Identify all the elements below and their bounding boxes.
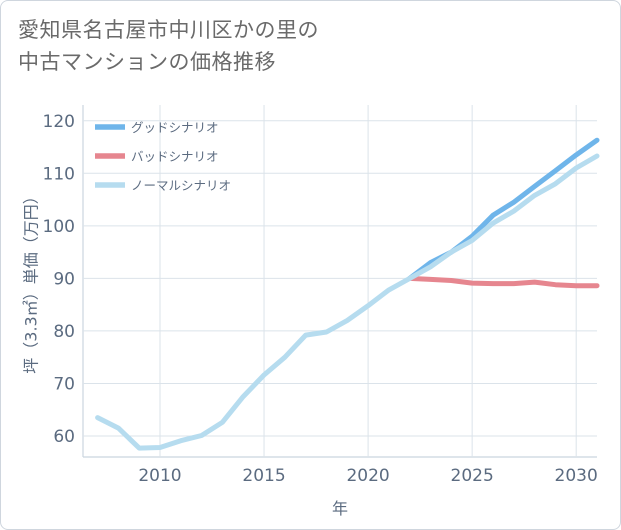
y-tick-label: 70 [53, 374, 75, 394]
series-line-normal [95, 153, 600, 451]
x-tick-label: 2020 [346, 466, 389, 486]
y-tick-label: 120 [43, 112, 75, 132]
series-line-bad [407, 275, 600, 289]
y-axis-title: 坪（3.3㎡）単価（万円） [22, 188, 41, 373]
chart-title-line-2: 中古マンションの価格推移 [18, 50, 276, 74]
x-tick-label: 2030 [555, 466, 598, 486]
x-axis-tick-labels: 2010 2015 2020 2025 2030 [138, 466, 597, 486]
legend-label-bad: バッドシナリオ [131, 149, 219, 164]
x-tick-label: 2015 [242, 466, 285, 486]
series-line-good [407, 137, 600, 281]
legend-label-good: グッドシナリオ [131, 120, 219, 135]
chart-title-line-1: 愛知県名古屋市中川区かの里の [18, 18, 319, 42]
series-lines [95, 137, 600, 451]
y-tick-label: 60 [53, 427, 75, 447]
y-axis-tick-labels: 60 70 80 90 100 110 120 [43, 112, 75, 447]
legend-label-normal: ノーマルシナリオ [131, 178, 231, 193]
y-tick-label: 80 [53, 322, 75, 342]
y-tick-label: 100 [43, 217, 75, 237]
x-tick-label: 2025 [451, 466, 494, 486]
x-tick-label: 2010 [138, 466, 181, 486]
chart-title: 愛知県名古屋市中川区かの里の 中古マンションの価格推移 [18, 14, 578, 78]
x-axis-title: 年 [332, 499, 348, 518]
y-tick-label: 90 [53, 269, 75, 289]
y-tick-label: 110 [43, 164, 75, 184]
